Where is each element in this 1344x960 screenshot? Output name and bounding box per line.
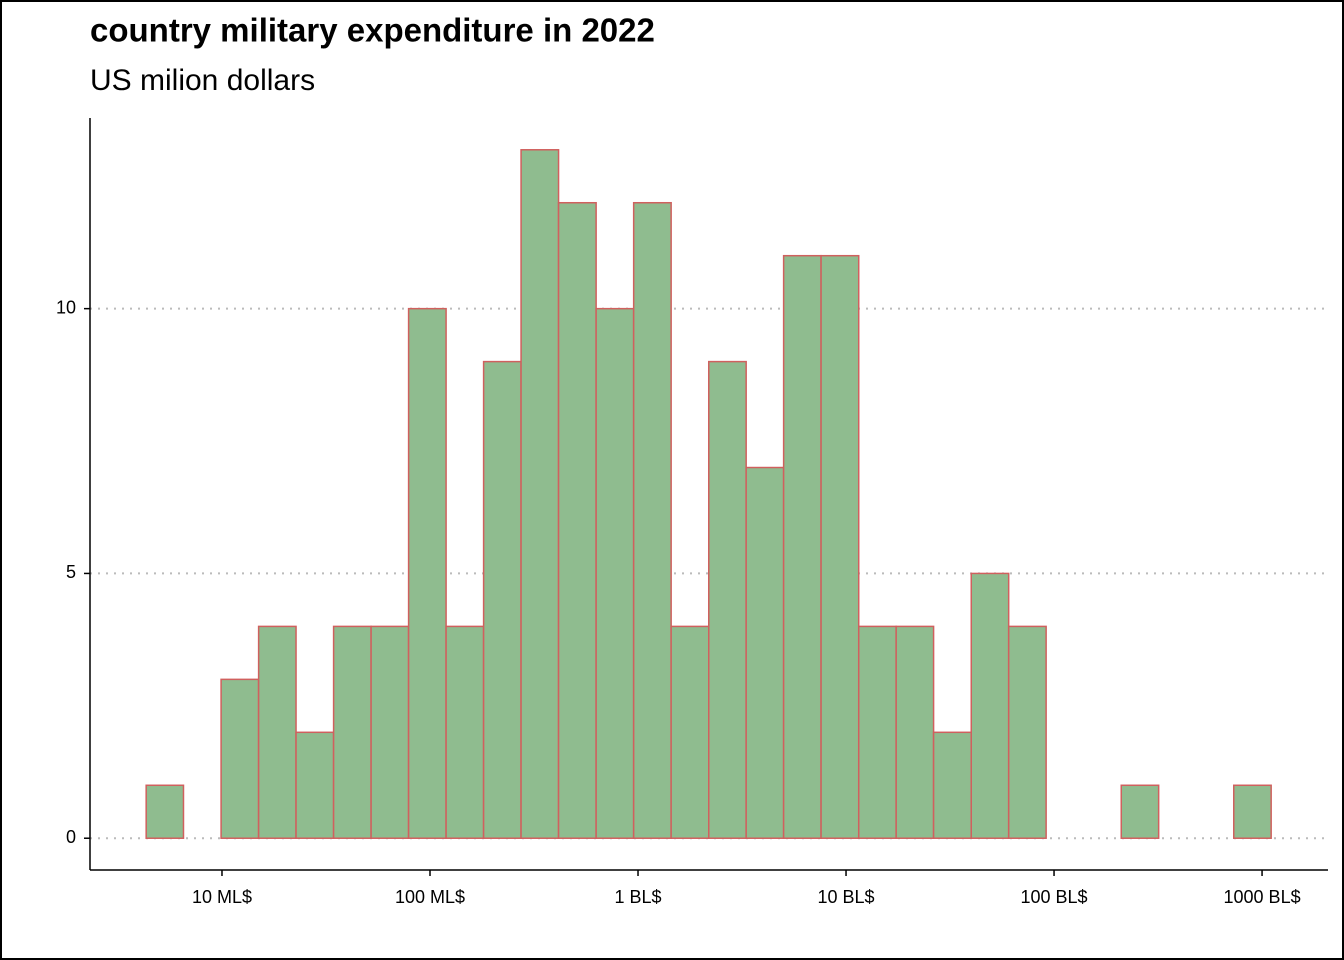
x-tick-label: 10 ML$ (192, 887, 252, 907)
bar (970, 572, 1010, 839)
x-tick-label: 1000 BL$ (1224, 887, 1301, 907)
bar (520, 149, 560, 839)
bar (557, 201, 597, 839)
x-tick-label: 10 BL$ (817, 887, 874, 907)
y-tick-label: 10 (56, 297, 76, 317)
bar (370, 625, 410, 839)
bar (857, 625, 897, 839)
x-tick-label: 1 BL$ (614, 887, 661, 907)
bar (295, 731, 335, 839)
x-tick-label: 100 BL$ (1021, 887, 1088, 907)
bar (632, 201, 672, 839)
bar (220, 678, 260, 839)
bar (707, 360, 747, 839)
bar (670, 625, 710, 839)
bar (820, 254, 860, 839)
bar (932, 731, 972, 839)
bar (895, 625, 935, 839)
bar (595, 307, 635, 839)
y-tick-label: 0 (66, 827, 76, 847)
bar (745, 466, 785, 839)
bar (257, 625, 297, 839)
bar (482, 360, 522, 839)
bar (145, 784, 185, 839)
bar (332, 625, 372, 839)
chart-title: country military expenditure in 2022 (90, 12, 655, 49)
x-tick-label: 100 ML$ (395, 887, 465, 907)
bar (782, 254, 822, 839)
bar (1007, 625, 1047, 839)
bar (1120, 784, 1160, 839)
chart-subtitle: US milion dollars (90, 64, 315, 97)
bar (1233, 784, 1272, 839)
bar (407, 307, 447, 839)
bar (445, 625, 485, 839)
y-tick-label: 5 (66, 562, 76, 582)
